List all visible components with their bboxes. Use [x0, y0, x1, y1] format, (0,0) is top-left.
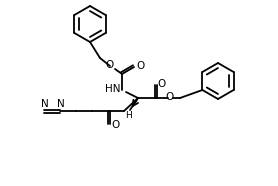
Text: O: O	[111, 120, 119, 130]
Text: HN: HN	[105, 84, 121, 94]
Text: N: N	[57, 99, 65, 109]
Text: H: H	[125, 110, 131, 119]
Text: O: O	[165, 92, 173, 102]
Text: O: O	[136, 61, 144, 71]
Text: N: N	[41, 99, 49, 109]
Text: O: O	[105, 60, 113, 70]
Text: O: O	[157, 79, 165, 89]
